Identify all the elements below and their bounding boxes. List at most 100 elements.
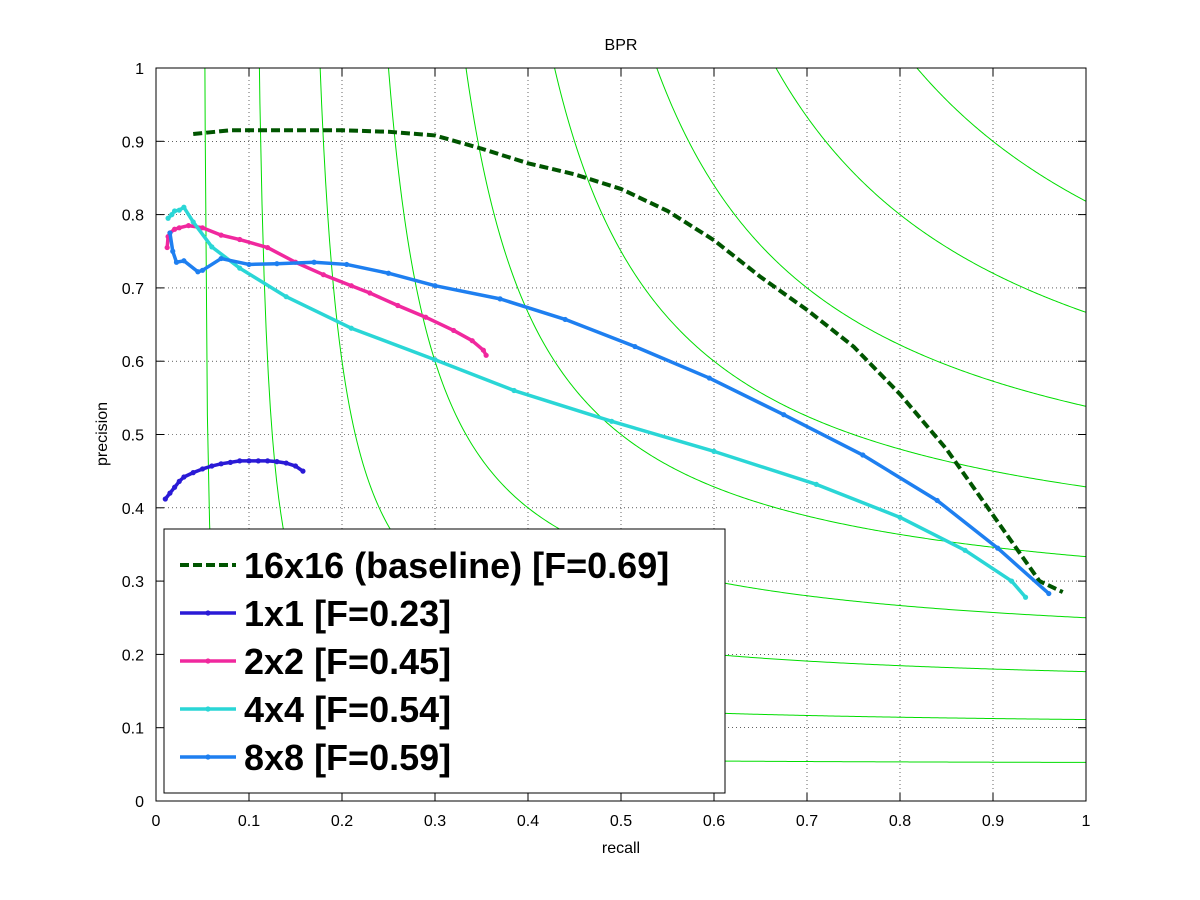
data-point [246, 458, 252, 464]
data-point [209, 463, 215, 469]
data-point [781, 412, 787, 418]
iso-f-curve [465, 68, 1086, 558]
y-tick-label: 0.8 [122, 208, 144, 225]
data-point [274, 459, 280, 465]
data-point [292, 463, 299, 469]
data-point [283, 460, 289, 466]
data-point [469, 338, 475, 344]
y-tick-label: 0.5 [122, 428, 144, 445]
data-point [283, 294, 289, 300]
x-tick-label: 0.5 [610, 813, 632, 830]
legend-label: 2x2 [F=0.45] [244, 641, 451, 682]
data-point [237, 265, 243, 271]
x-tick-label: 0.7 [796, 813, 818, 830]
x-tick-label: 0.3 [424, 813, 446, 830]
data-point [348, 283, 354, 289]
data-point [265, 458, 271, 464]
data-point [860, 452, 866, 458]
data-point [170, 248, 176, 254]
data-point [162, 496, 168, 502]
y-tick-label: 0.1 [122, 721, 144, 738]
iso-f-curve [775, 68, 1086, 313]
series-4 [167, 230, 1052, 597]
data-point [185, 222, 192, 229]
data-point [432, 357, 438, 363]
data-point [255, 458, 261, 464]
data-point [218, 232, 224, 238]
data-point [246, 261, 252, 268]
data-point [195, 269, 201, 275]
x-tick-label: 0 [152, 813, 161, 830]
legend-box [163, 528, 726, 794]
legend-marker [205, 658, 211, 664]
series-3 [165, 204, 1029, 600]
data-point [199, 267, 206, 273]
data-point [423, 314, 429, 320]
data-point [209, 244, 215, 250]
data-point [218, 461, 224, 467]
data-point [995, 545, 1001, 551]
data-point [432, 283, 438, 289]
series-2 [164, 222, 489, 358]
x-tick-label: 0.9 [982, 813, 1004, 830]
y-axis-label: precision [94, 402, 111, 466]
data-point [167, 230, 173, 236]
data-point [934, 497, 940, 504]
x-tick-label: 0.2 [331, 813, 353, 830]
legend-label: 4x4 [F=0.54] [244, 689, 451, 730]
data-point [320, 272, 326, 278]
data-point [237, 458, 243, 464]
iso-f-curve [916, 68, 1086, 202]
x-axis-label: recall [602, 840, 640, 857]
data-point [199, 225, 206, 231]
legend-marker [205, 706, 211, 712]
legend-label: 1x1 [F=0.23] [244, 593, 451, 634]
y-tick-label: 0 [135, 794, 144, 811]
series-1 [162, 458, 306, 502]
data-point [274, 261, 280, 267]
series-group [162, 128, 1064, 600]
iso-f-curve [656, 68, 1086, 407]
data-point [367, 290, 373, 296]
legend-marker [205, 610, 211, 616]
data-point [164, 244, 170, 251]
legend-label: 16x16 (baseline) [F=0.69] [244, 545, 669, 586]
data-point [344, 261, 350, 268]
data-point [218, 255, 224, 262]
data-point [190, 219, 196, 225]
x-tick-label: 0.8 [889, 813, 911, 830]
data-point [632, 343, 638, 350]
data-point [609, 418, 615, 424]
data-point [265, 244, 271, 251]
data-point [237, 236, 243, 243]
y-tick-label: 0.7 [122, 281, 144, 298]
series-line [193, 128, 1064, 594]
data-point [300, 468, 306, 474]
data-point [172, 484, 178, 490]
data-point [706, 375, 712, 381]
data-point [167, 490, 173, 496]
data-point [172, 208, 178, 214]
data-point [311, 259, 317, 265]
data-point [176, 478, 182, 485]
data-point [511, 387, 517, 394]
data-point [181, 204, 187, 210]
data-point [395, 302, 401, 309]
chart-title: BPR [605, 37, 638, 54]
iso-f-curve [554, 68, 1086, 488]
series-0 [193, 128, 1064, 594]
legend-marker [205, 754, 211, 760]
data-point [181, 474, 187, 480]
data-point [176, 207, 182, 213]
x-tick-label: 0.1 [238, 813, 260, 830]
y-tick-label: 0.6 [122, 354, 144, 371]
data-point [1022, 594, 1029, 600]
data-point [165, 215, 171, 221]
data-point [1046, 590, 1052, 597]
data-point [1009, 578, 1015, 584]
data-point [483, 352, 489, 358]
data-point [711, 448, 717, 454]
y-tick-label: 0.4 [122, 501, 144, 518]
data-point [962, 547, 968, 553]
